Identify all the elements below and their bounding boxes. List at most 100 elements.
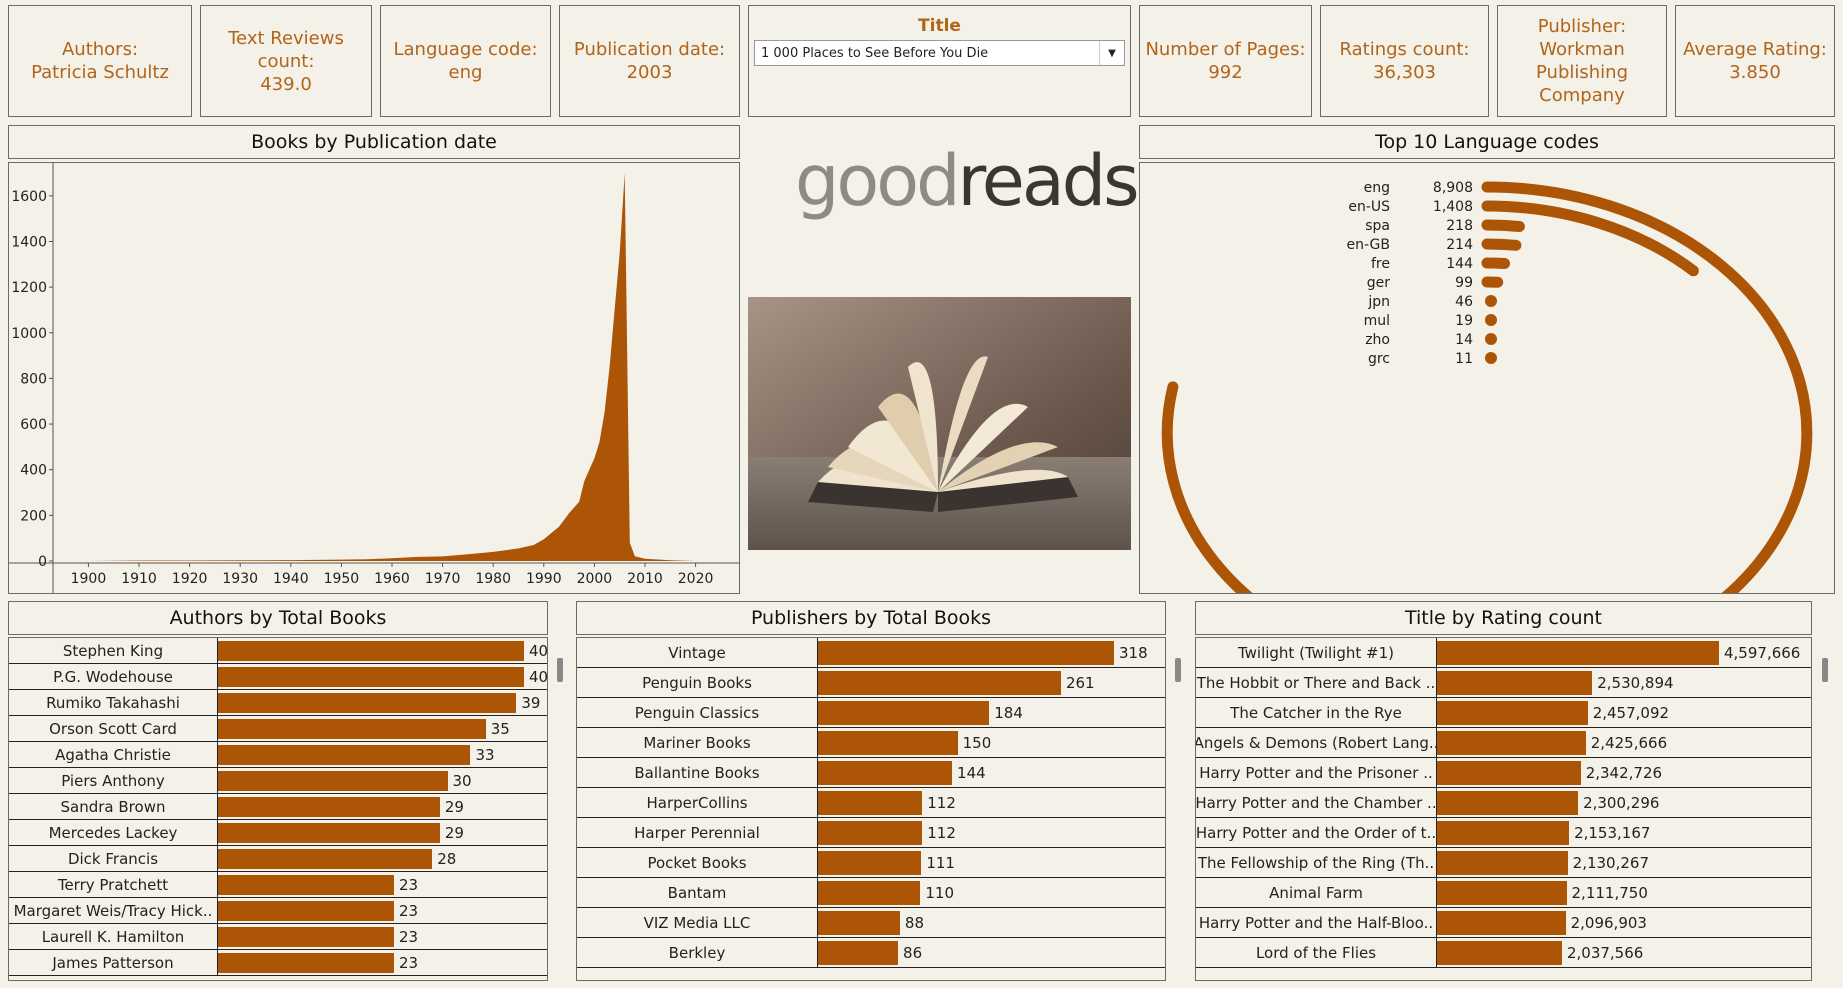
row-bar [218,849,433,869]
table-row[interactable]: Ballantine Books 144 [577,758,1165,788]
table-row[interactable]: The Catcher in the Rye 2,457,092 [1196,698,1811,728]
authors-scrollbar[interactable] [557,658,563,682]
language-arc [1485,295,1497,307]
table-row[interactable]: P.G. Wodehouse 40 [9,664,547,690]
table-row[interactable]: Penguin Books 261 [577,668,1165,698]
y-tick-label: 0 [38,554,47,570]
pub-date-chart-svg: 0 200 400 600 800 1000 1200 1400 1600 1900 1910 192… [9,163,739,593]
table-row[interactable]: Harry Potter and the Order of t.. 2,153,1… [1196,818,1811,848]
language-arc [1481,200,1699,277]
table-row[interactable]: Lord of the Flies 2,037,566 [1196,938,1811,968]
row-label: Harper Perennial [577,818,818,847]
table-row[interactable]: Harper Perennial 112 [577,818,1165,848]
table-row[interactable]: HarperCollins 112 [577,788,1165,818]
table-row[interactable]: Pocket Books 111 [577,848,1165,878]
row-value: 2,130,267 [1572,854,1649,872]
table-row[interactable]: Twilight (Twilight #1) 4,597,666 [1196,638,1811,668]
row-value: 144 [957,764,986,782]
table-row[interactable]: Berkley 86 [577,938,1165,968]
table-row[interactable]: Terry Pratchett 23 [9,872,547,898]
row-value: 23 [398,902,419,920]
language-value-label: 214 [1446,237,1473,253]
language-value-label: 46 [1455,294,1473,310]
language-label: en-US [1348,199,1390,215]
y-tick-label: 1000 [11,326,47,342]
row-label: Harry Potter and the Chamber .. [1196,788,1437,817]
table-row[interactable]: Orson Scott Card 35 [9,716,547,742]
language-label: spa [1365,218,1390,234]
row-label: Stephen King [9,638,218,663]
kpi-label: Authors: [61,39,139,60]
row-label: Harry Potter and the Order of t.. [1196,818,1437,847]
language-arc [1481,238,1522,251]
table-row[interactable]: Angels & Demons (Robert Lang.. 2,425,666 [1196,728,1811,758]
row-value: 28 [437,850,457,868]
row-label: HarperCollins [577,788,818,817]
row-value: 112 [927,794,956,812]
row-bar [218,875,394,895]
row-bar [818,941,899,965]
table-row[interactable]: Animal Farm 2,111,750 [1196,878,1811,908]
row-bar [218,771,448,791]
publishers-scrollbar[interactable] [1175,658,1181,682]
kpi-average-rating: Average Rating: 3.850 [1675,5,1835,117]
row-label: The Fellowship of the Ring (Th.. [1196,848,1437,877]
language-label: grc [1368,351,1390,367]
row-value: 2,037,566 [1566,944,1644,962]
table-row[interactable]: Laurell K. Hamilton 23 [9,924,547,950]
row-bar [818,701,990,725]
table-row[interactable]: Harry Potter and the Prisoner .. 2,342,72… [1196,758,1811,788]
table-row[interactable]: Stephen King 40 [9,638,547,664]
table-row[interactable]: Harry Potter and the Half-Bloo.. 2,096,90… [1196,908,1811,938]
row-value: 111 [926,854,955,872]
table-row[interactable]: The Hobbit or There and Back .. 2,530,894 [1196,668,1811,698]
row-label: Twilight (Twilight #1) [1196,638,1437,667]
x-tick-label: 1950 [324,571,360,587]
table-row[interactable]: Piers Anthony 30 [9,768,547,794]
logo-part-reads: reads [957,140,1140,222]
table-row[interactable]: Bantam 110 [577,878,1165,908]
table-row[interactable]: Rumiko Takahashi 39 [9,690,547,716]
table-row[interactable]: James Patterson 23 [9,950,547,976]
table-row[interactable]: Agatha Christie 33 [9,742,547,768]
row-label: Berkley [577,938,818,967]
table-row[interactable]: Dick Francis 28 [9,846,547,872]
table-row[interactable]: VIZ Media LLC 88 [577,908,1165,938]
row-value: 2,425,666 [1590,734,1668,752]
kpi-label: Text Reviews count: [228,27,344,72]
kpi-label: Average Rating: [1683,39,1827,60]
language-arc [1481,219,1525,232]
ratings-scrollbar[interactable] [1822,658,1828,682]
row-label: Pocket Books [577,848,818,877]
row-bar [818,641,1114,665]
language-value-label: 14 [1455,332,1473,348]
row-bar [1437,851,1568,875]
row-value: 23 [398,928,419,946]
title-filter: Title 1 000 Places to See Before You Die… [748,5,1131,117]
table-row[interactable]: Vintage 318 [577,638,1165,668]
table-row[interactable]: The Fellowship of the Ring (Th.. 2,130,26… [1196,848,1811,878]
row-label: Rumiko Takahashi [9,690,218,715]
kpi-value: 439.0 [260,73,312,95]
language-value-label: 144 [1446,256,1473,272]
table-row[interactable]: Sandra Brown 29 [9,794,547,820]
row-label: Angels & Demons (Robert Lang.. [1196,728,1437,757]
table-row[interactable]: Penguin Classics 184 [577,698,1165,728]
row-bar [218,745,471,765]
row-bar [818,731,958,755]
chevron-down-icon[interactable]: ▼ [1099,41,1124,65]
title-select[interactable]: 1 000 Places to See Before You Die ▼ [754,40,1125,66]
book-illustration [748,297,1131,550]
row-label: Sandra Brown [9,794,218,819]
row-label: Laurell K. Hamilton [9,924,218,949]
x-tick-label: 2000 [577,571,613,587]
x-tick-label: 1900 [71,571,107,587]
x-tick-label: 1920 [172,571,208,587]
table-row[interactable]: Mariner Books 150 [577,728,1165,758]
table-row[interactable]: Margaret Weis/Tracy Hick.. 23 [9,898,547,924]
table-row[interactable]: Harry Potter and the Chamber .. 2,300,296 [1196,788,1811,818]
row-bar [218,693,517,713]
table-row[interactable]: Mercedes Lackey 29 [9,820,547,846]
language-label: zho [1365,332,1390,348]
language-radial-chart: eng 8,908 en-US 1,408 spa 218 en-GB 214 fre 144 ge… [1161,180,1813,685]
